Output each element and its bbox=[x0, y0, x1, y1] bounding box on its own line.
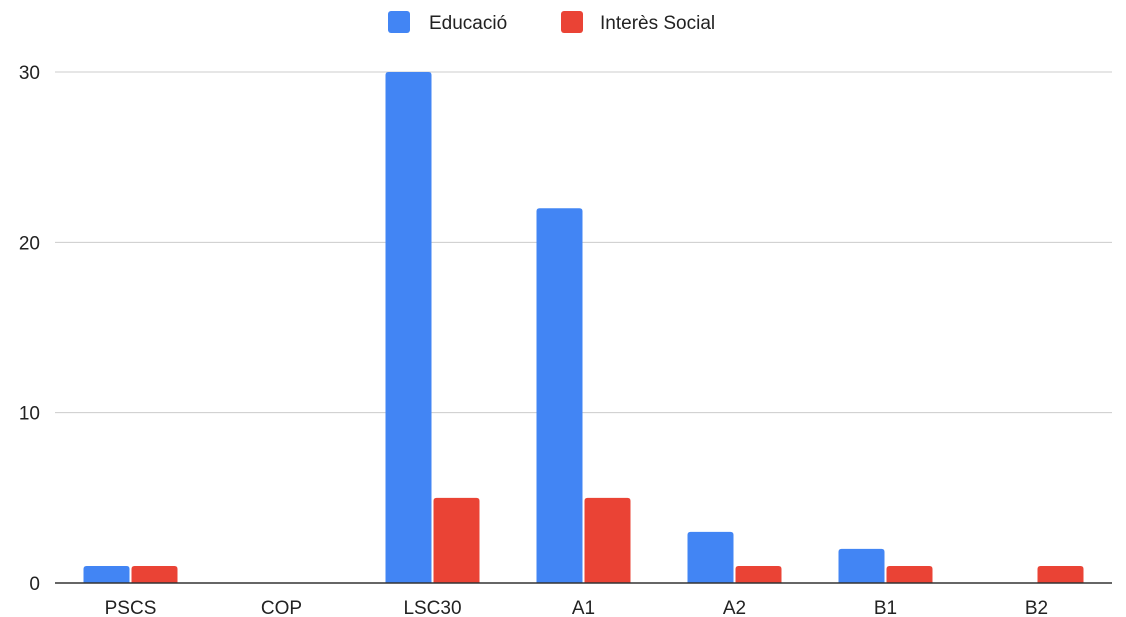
gridlines bbox=[55, 71, 1112, 414]
x-tick-label-b2: B2 bbox=[1025, 598, 1048, 617]
bar-interes-social-b2[interactable] bbox=[1037, 565, 1084, 583]
x-tick-label-lsc30: LSC30 bbox=[403, 598, 461, 617]
bar-educacio-pscs[interactable] bbox=[83, 565, 130, 583]
y-tick-label-20: 20 bbox=[19, 233, 40, 254]
bar-interes-social-lsc30[interactable] bbox=[433, 497, 480, 583]
bars bbox=[83, 72, 1084, 583]
bar-educacio-b1[interactable] bbox=[838, 548, 885, 583]
y-tick-label-0: 0 bbox=[29, 574, 40, 595]
y-axis-ticks: 0 10 20 30 bbox=[19, 63, 40, 595]
legend-swatch-interes-social bbox=[561, 11, 583, 33]
x-tick-label-a1: A1 bbox=[572, 598, 595, 617]
bar-interes-social-b1[interactable] bbox=[886, 565, 933, 583]
legend-label-interes-social: Interès Social bbox=[600, 13, 715, 34]
x-tick-label-a2: A2 bbox=[723, 598, 746, 617]
legend-item-interes-social[interactable]: Interès Social bbox=[561, 11, 715, 34]
legend: Educació Interès Social bbox=[388, 11, 715, 34]
x-tick-label-pscs: PSCS bbox=[105, 598, 157, 617]
bar-educacio-lsc30[interactable] bbox=[385, 72, 432, 583]
x-axis-ticks: PSCS COP LSC30 A1 A2 B1 B2 bbox=[105, 598, 1049, 617]
x-tick-label-cop: COP bbox=[261, 598, 302, 617]
legend-label-educacio: Educació bbox=[429, 13, 507, 34]
x-tick-label-b1: B1 bbox=[874, 598, 897, 617]
legend-swatch-educacio bbox=[388, 11, 410, 33]
bar-interes-social-pscs[interactable] bbox=[131, 565, 178, 583]
y-tick-label-30: 30 bbox=[19, 63, 40, 84]
bar-educacio-a2[interactable] bbox=[687, 531, 734, 583]
bar-interes-social-a1[interactable] bbox=[584, 497, 631, 583]
bar-educacio-a1[interactable] bbox=[536, 208, 583, 583]
y-tick-label-10: 10 bbox=[19, 404, 40, 425]
legend-item-educacio[interactable]: Educació bbox=[388, 11, 507, 34]
bar-interes-social-a2[interactable] bbox=[735, 565, 782, 583]
